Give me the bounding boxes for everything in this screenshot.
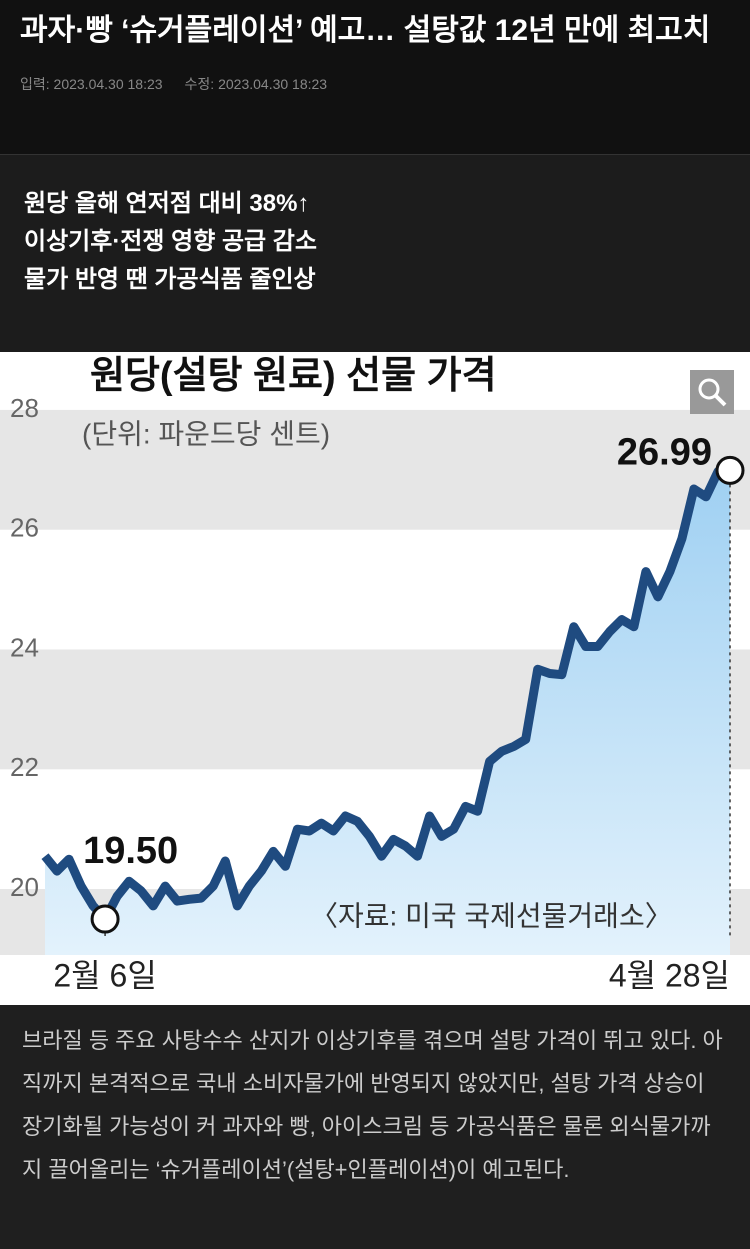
point-marker [90,904,120,934]
subtitles: 원당 올해 연저점 대비 38%↑ 이상기후·전쟁 영향 공급 감소 물가 반영… [0,155,750,352]
point-marker [715,455,745,485]
value-label: 26.99 [617,431,712,473]
chart-subtitle: (단위: 파운드당 센트) [82,418,330,449]
published-date: 입력: 2023.04.30 18:23 [20,76,163,92]
dates: 입력: 2023.04.30 18:23 수정: 2023.04.30 18:23 [20,74,730,94]
y-tick-label: 22 [10,752,39,782]
x-tick-label: 2월 6일 [53,957,156,993]
subtitle: 물가 반영 땐 가공식품 줄인상 [24,266,316,293]
y-tick-label: 24 [10,632,39,662]
zoom-button[interactable] [690,370,734,414]
grid-band [0,409,750,530]
modified-date: 수정: 2023.04.30 18:23 [184,76,328,92]
line [41,465,731,924]
chart-source: 〈자료: 미국 국제선물거래소〉 [310,900,673,931]
y-tick-label: 20 [10,872,39,902]
headline: 과자·빵 ‘슈거플레이션’ 예고… 설탕값 12년 만에 최고치 [20,14,711,47]
y-tick-label: 26 [10,513,39,543]
article-header: 과자·빵 ‘슈거플레이션’ 예고… 설탕값 12년 만에 최고치 입력: 202… [0,0,750,155]
zoom-icon[interactable] [714,394,727,407]
subtitle: 원당 올해 연저점 대비 38%↑ [24,190,310,217]
zoom-bg[interactable] [690,370,734,414]
x-tick-label: 4월 28일 [609,957,730,993]
value-label: 19.50 [83,830,178,872]
article-body: 브라질 등 주요 사탕수수 산지가 이상기후를 겪으며 설탕 가격이 뛰고 있다… [22,1028,723,1182]
area [45,470,730,955]
subtitle: 이상기후·전쟁 영향 공급 감소 [24,228,317,255]
chart-title: 원당(설탕 원료) 선물 가격 [90,355,497,397]
zoom-icon[interactable] [698,378,720,400]
y-tick-label: 28 [10,393,39,423]
chart: 20 22 24 26 28 19.50 26.99 2월 6일 4월 28일 원당(설탕 원… [0,352,750,1005]
